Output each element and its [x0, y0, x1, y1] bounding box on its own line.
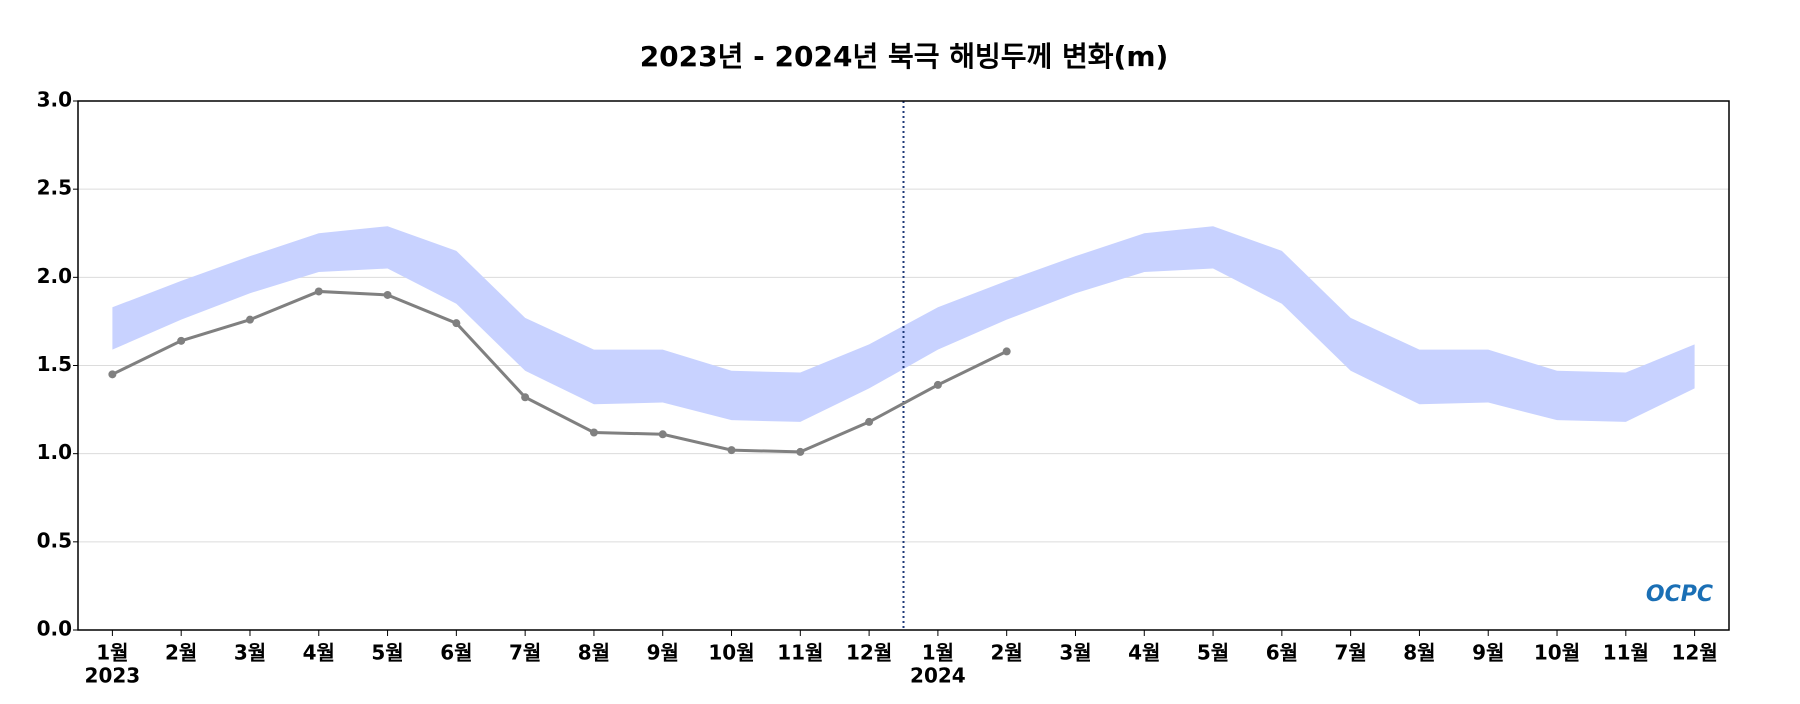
x-tick-label: 5월	[1197, 641, 1229, 665]
x-tick-label: 1월	[922, 641, 954, 665]
x-tick-label: 11월	[1603, 641, 1649, 665]
data-point	[383, 290, 392, 299]
y-tick-label: 3.0	[37, 88, 72, 112]
x-tick-label: 10월	[708, 641, 754, 665]
y-tick-label: 2.0	[37, 264, 72, 288]
x-tick-label: 2월	[991, 641, 1023, 665]
x-tick-label: 9월	[647, 641, 679, 665]
year-label: 2023	[85, 664, 141, 688]
data-point	[727, 446, 736, 455]
data-point	[452, 319, 461, 328]
x-tick-label: 8월	[578, 641, 610, 665]
x-tick-label: 11월	[777, 641, 823, 665]
x-tick-label: 12월	[846, 641, 892, 665]
data-point	[1002, 347, 1011, 356]
y-tick-label: 2.5	[37, 176, 72, 200]
x-tick-label: 10월	[1534, 641, 1580, 665]
data-point	[865, 417, 874, 426]
range-band	[112, 226, 1695, 422]
x-tick-label: 3월	[1059, 641, 1091, 665]
data-point	[314, 287, 323, 296]
data-point	[589, 428, 598, 437]
logo: OCPC	[1646, 582, 1713, 607]
x-tick-label: 9월	[1472, 641, 1504, 665]
data-point	[521, 393, 530, 402]
x-tick-label: 4월	[1128, 641, 1160, 665]
x-tick-label: 6월	[440, 641, 472, 665]
data-point	[796, 447, 805, 456]
data-point	[933, 380, 942, 389]
x-tick-label: 3월	[234, 641, 266, 665]
x-tick-label: 2월	[165, 641, 197, 665]
data-point	[245, 315, 254, 324]
x-tick-label: 7월	[509, 641, 541, 665]
data-point	[108, 370, 117, 379]
y-tick-label: 0.5	[37, 528, 72, 552]
y-tick-label: 1.0	[37, 440, 72, 464]
x-tick-label: 12월	[1671, 641, 1717, 665]
y-tick-label: 1.5	[37, 352, 72, 376]
x-tick-label: 6월	[1266, 641, 1298, 665]
x-tick-label: 4월	[303, 641, 335, 665]
x-tick-label: 5월	[371, 641, 403, 665]
x-tick-label: 7월	[1334, 641, 1366, 665]
data-point	[177, 336, 186, 345]
plot-frame	[77, 100, 1730, 631]
year-label: 2024	[910, 664, 966, 688]
data-point	[658, 430, 667, 439]
x-tick-label: 8월	[1403, 641, 1435, 665]
chart-title: 2023년 - 2024년 북극 해빙두께 변화(m)	[640, 40, 1169, 73]
x-tick-label: 1월	[96, 641, 128, 665]
data-line	[111, 289, 1008, 454]
y-tick-label: 0.0	[37, 617, 72, 641]
